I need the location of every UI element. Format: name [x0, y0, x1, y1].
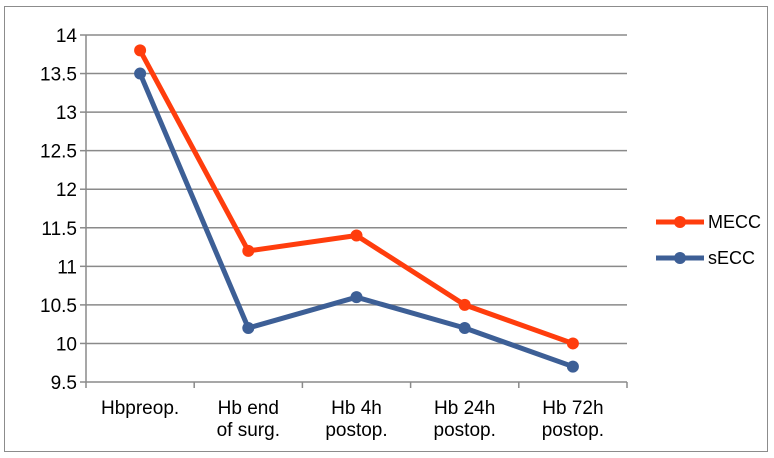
y-tick-label: 12.5 [40, 142, 77, 163]
y-tick-label: 10.5 [40, 296, 77, 317]
y-tick-label: 10 [56, 334, 77, 355]
data-point-mecc [134, 44, 147, 57]
y-axis-tick-labels: 9.5 10 10.5 11 11.5 12 12.5 13 13.5 14 [40, 26, 77, 394]
data-point-mecc [242, 244, 255, 257]
y-tick-label: 9.5 [51, 373, 77, 394]
x-tick-label: Hb 72h [542, 398, 603, 419]
data-point-mecc [350, 229, 363, 242]
axes [80, 34, 628, 388]
series-lines [134, 44, 579, 373]
legend-label-mecc: MECC [708, 212, 761, 232]
y-tick-label: 13.5 [40, 65, 77, 86]
x-tick-label: of surg. [217, 420, 280, 441]
x-tick-label: postop. [542, 420, 604, 441]
legend: MECC sECC [656, 212, 761, 268]
data-point-secc [566, 360, 579, 373]
legend-swatch-marker [674, 216, 686, 228]
y-tick-label: 13 [56, 103, 77, 124]
x-tick-label: Hb end [218, 398, 279, 419]
data-point-secc [350, 291, 363, 304]
data-point-secc [242, 322, 255, 335]
data-point-secc [134, 67, 147, 80]
y-tick-label: 12 [56, 180, 77, 201]
x-tick-label: Hb 24h [434, 398, 495, 419]
legend-label-secc: sECC [708, 248, 755, 268]
data-point-mecc [566, 337, 579, 350]
x-tick-label: Hbpreop. [101, 398, 179, 419]
legend-swatch-marker [674, 252, 686, 264]
x-tick-label: Hb 4h [331, 398, 382, 419]
y-tick-label: 11 [57, 257, 77, 278]
data-point-secc [458, 322, 471, 335]
gridlines [86, 34, 627, 345]
x-tick-label: postop. [434, 420, 496, 441]
chart-frame [4, 6, 768, 452]
y-tick-label: 14 [56, 26, 78, 47]
data-point-mecc [458, 298, 471, 311]
x-tick-label: postop. [325, 420, 387, 441]
y-tick-label: 11.5 [41, 219, 77, 240]
